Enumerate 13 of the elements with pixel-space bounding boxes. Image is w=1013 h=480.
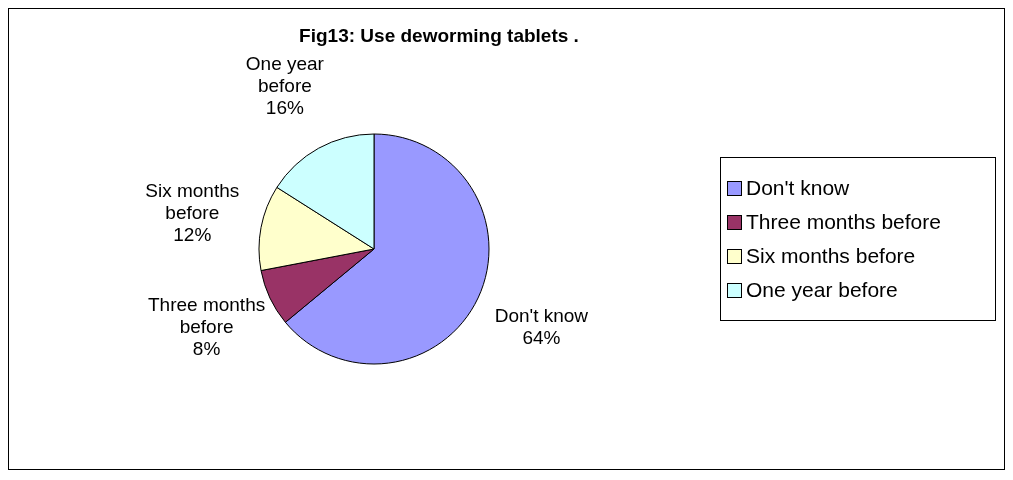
- data-label: 64%: [522, 326, 561, 348]
- slice-label: Don't know: [494, 304, 589, 326]
- data-label: 12%: [173, 224, 212, 246]
- slice-label: Three months before: [147, 293, 266, 337]
- legend-label: Don't know: [746, 176, 850, 200]
- legend-label: One year before: [746, 278, 898, 302]
- data-label: 16%: [265, 96, 304, 118]
- legend-label: Six months before: [746, 244, 916, 268]
- slice-label: One year before: [245, 52, 325, 96]
- data-label: 8%: [192, 337, 221, 359]
- chart-title: Fig13: Use deworming tablets .: [298, 25, 580, 47]
- slice-label: Six months before: [145, 180, 240, 224]
- legend-label: Three months before: [746, 210, 941, 234]
